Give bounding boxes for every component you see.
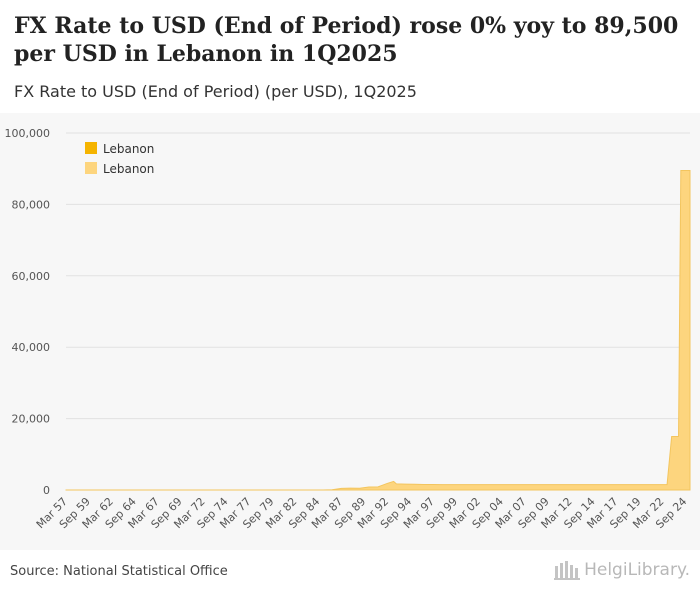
plot-background: [0, 113, 700, 550]
series-area-lebanon-history: [65, 169, 691, 491]
footer: Source: National Statistical Office Helg…: [0, 553, 700, 596]
brand-name: HelgiLibrary.: [584, 560, 690, 580]
y-tick-label: 60,000: [12, 270, 51, 283]
legend-swatch-lebanon-light: [85, 162, 97, 174]
chart-title: FX Rate to USD (End of Period) rose 0% y…: [14, 13, 679, 67]
chart-area: 0 20,000 40,000 60,000 80,000 100,000 Mar 57 S…: [0, 113, 700, 550]
legend: Lebanon Lebanon: [85, 142, 154, 176]
y-tick-label: 40,000: [12, 341, 51, 354]
source-note: Source: National Statistical Office: [10, 564, 228, 579]
y-tick-label: 80,000: [12, 198, 51, 211]
legend-swatch-lebanon-dark: [85, 142, 97, 154]
legend-label-lebanon-dark: Lebanon: [103, 142, 154, 156]
chart-subtitle: FX Rate to USD (End of Period) (per USD)…: [14, 82, 417, 101]
y-tick-label: 20,000: [12, 413, 51, 426]
library-icon: [554, 561, 581, 580]
y-tick-label: 100,000: [5, 127, 51, 140]
y-tick-label: 0: [43, 484, 50, 497]
legend-label-lebanon-light: Lebanon: [103, 162, 154, 176]
brand-logo[interactable]: HelgiLibrary.: [554, 560, 690, 580]
